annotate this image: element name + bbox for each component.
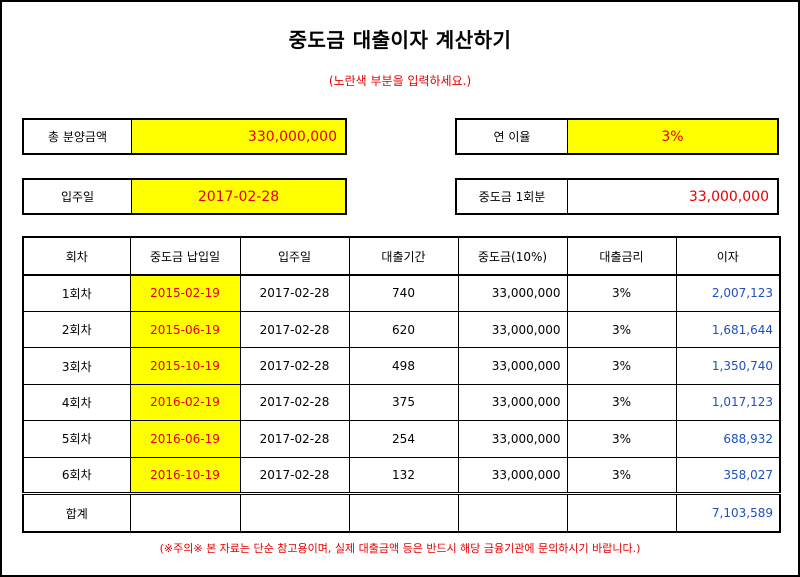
disclaimer-note: (※주의※ 본 자료는 단순 참고용이며, 실제 대출금액 등은 반드시 해당 … — [159, 542, 641, 555]
paydate-input[interactable]: 2015-10-19 — [129, 347, 241, 385]
page-title: 중도금 대출이자 계산하기 — [288, 28, 512, 52]
period-cell: 740 — [348, 274, 459, 312]
movein-cell: 2017-02-28 — [239, 274, 350, 312]
table-row: 1회차 2015-02-19 2017-02-28 740 33,000,000… — [22, 274, 781, 312]
empty-cell — [129, 492, 241, 533]
rate-cell: 3% — [566, 420, 677, 458]
period-cell: 254 — [348, 420, 459, 458]
amount-cell: 33,000,000 — [457, 347, 568, 385]
annual-rate-label: 연 이율 — [457, 120, 568, 153]
col-header-period: 대출기간 — [348, 236, 459, 276]
period-cell: 620 — [348, 310, 459, 349]
installment-box: 중도금 1회분 33,000,000 — [455, 178, 779, 215]
round-cell: 6회차 — [22, 456, 131, 495]
total-price-input[interactable]: 330,000,000 — [132, 120, 345, 153]
interest-cell: 1,017,123 — [675, 383, 781, 422]
amount-cell: 33,000,000 — [457, 383, 568, 422]
paydate-input[interactable]: 2016-10-19 — [129, 456, 241, 495]
period-cell: 132 — [348, 456, 459, 495]
instruction-text: (노란색 부분을 입력하세요.) — [328, 74, 472, 88]
table-row: 3회차 2015-10-19 2017-02-28 498 33,000,000… — [22, 347, 781, 385]
movein-cell: 2017-02-28 — [239, 420, 350, 458]
movein-cell: 2017-02-28 — [239, 310, 350, 349]
interest-cell: 358,027 — [675, 456, 781, 495]
total-price-box: 총 분양금액 330,000,000 — [22, 118, 347, 155]
col-header-interest: 이자 — [675, 236, 781, 276]
col-header-round: 회차 — [22, 236, 131, 276]
rate-cell: 3% — [566, 310, 677, 349]
round-cell: 1회차 — [22, 274, 131, 312]
col-header-paydate: 중도금 납입일 — [129, 236, 241, 276]
amount-cell: 33,000,000 — [457, 310, 568, 349]
empty-cell — [457, 492, 568, 533]
paydate-input[interactable]: 2016-02-19 — [129, 383, 241, 422]
empty-cell — [348, 492, 459, 533]
interest-cell: 2,007,123 — [675, 274, 781, 312]
round-cell: 2회차 — [22, 310, 131, 349]
amount-cell: 33,000,000 — [457, 456, 568, 495]
table-row: 4회차 2016-02-19 2017-02-28 375 33,000,000… — [22, 383, 781, 422]
interest-cell: 688,932 — [675, 420, 781, 458]
col-header-amount: 중도금(10%) — [457, 236, 568, 276]
annual-rate-input[interactable]: 3% — [568, 120, 777, 153]
empty-cell — [239, 492, 350, 533]
round-cell: 3회차 — [22, 347, 131, 385]
total-price-label: 총 분양금액 — [24, 120, 132, 153]
total-label: 합계 — [22, 492, 131, 533]
movein-date-input[interactable]: 2017-02-28 — [132, 180, 345, 213]
amount-cell: 33,000,000 — [457, 274, 568, 312]
table-row: 2회차 2015-06-19 2017-02-28 620 33,000,000… — [22, 310, 781, 349]
col-header-movein: 입주일 — [239, 236, 350, 276]
rate-cell: 3% — [566, 456, 677, 495]
table-header-row: 회차 중도금 납입일 입주일 대출기간 중도금(10%) 대출금리 이자 — [22, 236, 781, 276]
installment-value: 33,000,000 — [688, 188, 769, 205]
col-header-rate: 대출금리 — [566, 236, 677, 276]
total-row: 합계 7,103,589 — [22, 492, 781, 533]
interest-cell: 1,350,740 — [675, 347, 781, 385]
table-row: 6회차 2016-10-19 2017-02-28 132 33,000,000… — [22, 456, 781, 495]
rate-cell: 3% — [566, 274, 677, 312]
movein-cell: 2017-02-28 — [239, 383, 350, 422]
movein-date-label: 입주일 — [24, 180, 132, 213]
movein-cell: 2017-02-28 — [239, 456, 350, 495]
amount-cell: 33,000,000 — [457, 420, 568, 458]
period-cell: 498 — [348, 347, 459, 385]
installment-label: 중도금 1회분 — [457, 180, 568, 213]
empty-cell — [566, 492, 677, 533]
rate-cell: 3% — [566, 383, 677, 422]
interest-schedule-table: 회차 중도금 납입일 입주일 대출기간 중도금(10%) 대출금리 이자 1회차… — [22, 236, 781, 533]
total-interest-value: 7,103,589 — [675, 492, 781, 533]
paydate-input[interactable]: 2015-02-19 — [129, 274, 241, 312]
round-cell: 4회차 — [22, 383, 131, 422]
period-cell: 375 — [348, 383, 459, 422]
movein-date-box: 입주일 2017-02-28 — [22, 178, 347, 215]
paydate-input[interactable]: 2015-06-19 — [129, 310, 241, 349]
rate-cell: 3% — [566, 347, 677, 385]
interest-cell: 1,681,644 — [675, 310, 781, 349]
annual-rate-box: 연 이율 3% — [455, 118, 779, 155]
movein-cell: 2017-02-28 — [239, 347, 350, 385]
table-row: 5회차 2016-06-19 2017-02-28 254 33,000,000… — [22, 420, 781, 458]
paydate-input[interactable]: 2016-06-19 — [129, 420, 241, 458]
round-cell: 5회차 — [22, 420, 131, 458]
